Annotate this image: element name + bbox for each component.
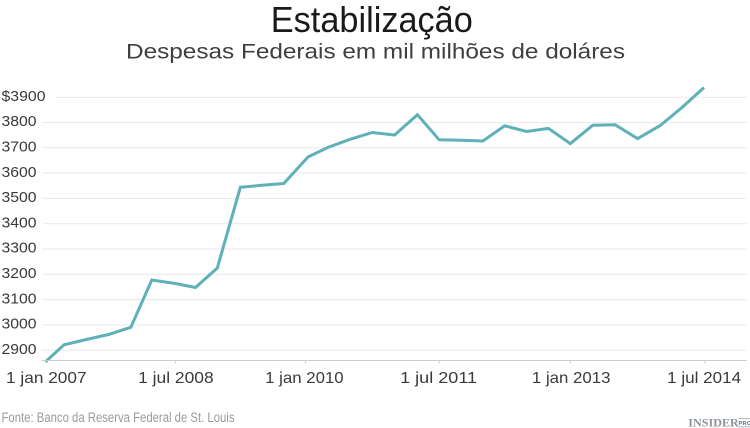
svg-text:3400: 3400 bbox=[2, 214, 37, 231]
svg-text:1 jan 2007: 1 jan 2007 bbox=[6, 370, 87, 387]
svg-text:1 jan 2010: 1 jan 2010 bbox=[265, 370, 344, 387]
svg-text:$3900: $3900 bbox=[2, 88, 46, 105]
svg-text:3600: 3600 bbox=[2, 164, 37, 181]
svg-text:3500: 3500 bbox=[2, 189, 37, 206]
svg-text:1 jul 2008: 1 jul 2008 bbox=[138, 370, 214, 387]
svg-text:PRO: PRO bbox=[739, 421, 750, 427]
svg-text:3700: 3700 bbox=[2, 139, 37, 156]
svg-text:Despesas Federais em mil milhõ: Despesas Federais em mil milhões de dolá… bbox=[126, 41, 625, 64]
svg-text:Estabilização: Estabilização bbox=[271, 0, 473, 40]
svg-text:3800: 3800 bbox=[2, 113, 37, 130]
svg-text:1 jan 2013: 1 jan 2013 bbox=[532, 370, 611, 387]
svg-text:3100: 3100 bbox=[2, 290, 37, 307]
svg-text:3200: 3200 bbox=[2, 265, 37, 282]
svg-text:1 jul 2011: 1 jul 2011 bbox=[400, 370, 477, 387]
svg-text:INSIDER: INSIDER bbox=[688, 418, 739, 428]
svg-text:3300: 3300 bbox=[2, 240, 37, 257]
svg-text:3000: 3000 bbox=[2, 316, 37, 333]
svg-text:1 jul 2014: 1 jul 2014 bbox=[667, 370, 741, 387]
svg-text:Fonte: Banco da Reserva Federa: Fonte: Banco da Reserva Federal de St. L… bbox=[2, 410, 235, 425]
svg-text:2900: 2900 bbox=[2, 341, 37, 358]
